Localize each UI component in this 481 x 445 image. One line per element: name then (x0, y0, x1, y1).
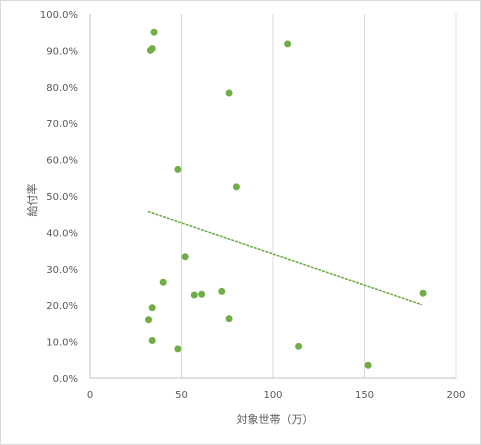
data-point (190, 291, 198, 299)
y-tick-label: 100.0% (40, 10, 78, 21)
data-point (174, 165, 182, 173)
y-tick-label: 70.0% (46, 119, 78, 130)
x-tick-label: 200 (446, 390, 465, 401)
data-point (181, 253, 189, 261)
y-tick-label: 50.0% (46, 192, 78, 203)
data-point (198, 290, 206, 298)
data-point (284, 40, 292, 48)
x-tick-labels: 0 50 100 150 200 (87, 390, 466, 401)
y-tick-label: 60.0% (46, 156, 78, 167)
y-axis-title: 給付率 (25, 184, 39, 217)
x-tick-label: 100 (263, 390, 282, 401)
x-axis-title: 対象世帯（万） (237, 412, 314, 426)
data-point (150, 28, 158, 36)
trendline-layer (147, 210, 423, 306)
data-point (148, 304, 156, 312)
data-point (145, 316, 153, 324)
axes (89, 14, 456, 379)
data-point (146, 46, 154, 54)
y-tick-label: 20.0% (46, 301, 78, 312)
data-point (295, 342, 303, 350)
x-tick-label: 50 (175, 390, 188, 401)
y-tick-label: 40.0% (46, 228, 78, 239)
data-point (225, 315, 233, 323)
y-tick-label: 30.0% (46, 265, 78, 276)
data-points (145, 28, 427, 369)
data-point (218, 287, 226, 295)
gridlines (181, 14, 457, 378)
y-tick-label: 10.0% (46, 338, 78, 349)
data-point (225, 89, 233, 97)
data-point (174, 345, 182, 353)
y-tick-label: 90.0% (46, 46, 78, 57)
data-point (148, 337, 156, 345)
y-tick-label: 0.0% (53, 374, 78, 385)
data-point (364, 361, 372, 369)
y-tick-label: 80.0% (46, 83, 78, 94)
data-point (419, 289, 427, 297)
data-point (232, 183, 240, 191)
x-tick-label: 0 (87, 390, 93, 401)
trendline (147, 210, 423, 306)
x-tick-label: 150 (355, 390, 374, 401)
data-point (159, 278, 167, 286)
y-tick-labels: 0.0% 10.0% 20.0% 30.0% 40.0% 50.0% 60.0% 70.0% 8… (40, 10, 78, 385)
